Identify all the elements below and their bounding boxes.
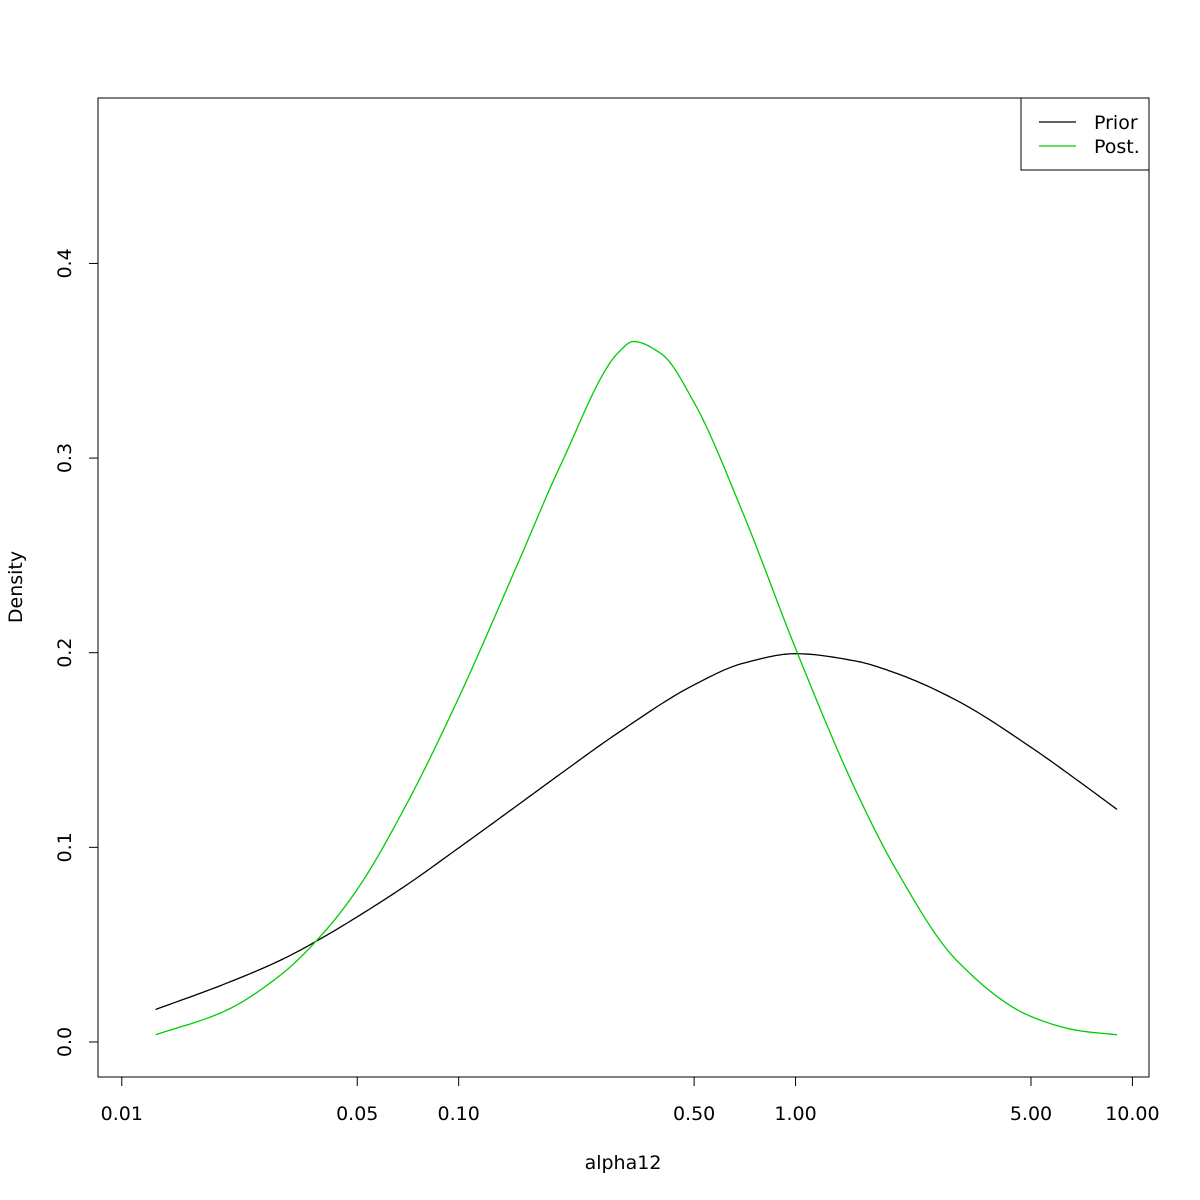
x-tick-label-3: 0.50 xyxy=(673,1103,715,1125)
y-axis-label: Density xyxy=(5,551,27,623)
y-tick-label-4: 0.4 xyxy=(54,248,76,278)
y-tick-label-0: 0.0 xyxy=(54,1027,76,1057)
legend: Prior Post. xyxy=(1020,97,1150,171)
y-tick-label-1: 0.1 xyxy=(54,832,76,862)
x-axis: 0.01 0.05 0.10 0.50 1.00 5.00 10.00 xyxy=(101,1076,1160,1125)
plot-frame xyxy=(97,97,1150,1078)
legend-box xyxy=(1020,97,1150,171)
y-tick-label-2: 0.2 xyxy=(54,638,76,668)
x-tick-label-0: 0.01 xyxy=(101,1103,143,1125)
x-tick-label-5: 5.00 xyxy=(1010,1103,1052,1125)
x-tick-label-1: 0.05 xyxy=(336,1103,378,1125)
y-tick-label-3: 0.3 xyxy=(54,443,76,473)
series-layer xyxy=(155,340,1118,1036)
legend-label-prior: Prior xyxy=(1094,112,1138,134)
x-tick-label-6: 10.00 xyxy=(1105,1103,1159,1125)
x-tick-label-4: 1.00 xyxy=(774,1103,816,1125)
x-axis-label: alpha12 xyxy=(585,1152,662,1174)
series-line-post xyxy=(155,340,1118,1036)
x-tick-label-2: 0.10 xyxy=(438,1103,480,1125)
y-axis: 0.0 0.1 0.2 0.3 0.4 xyxy=(54,248,99,1057)
series-line-prior xyxy=(155,653,1118,1011)
legend-label-post: Post. xyxy=(1094,136,1140,158)
